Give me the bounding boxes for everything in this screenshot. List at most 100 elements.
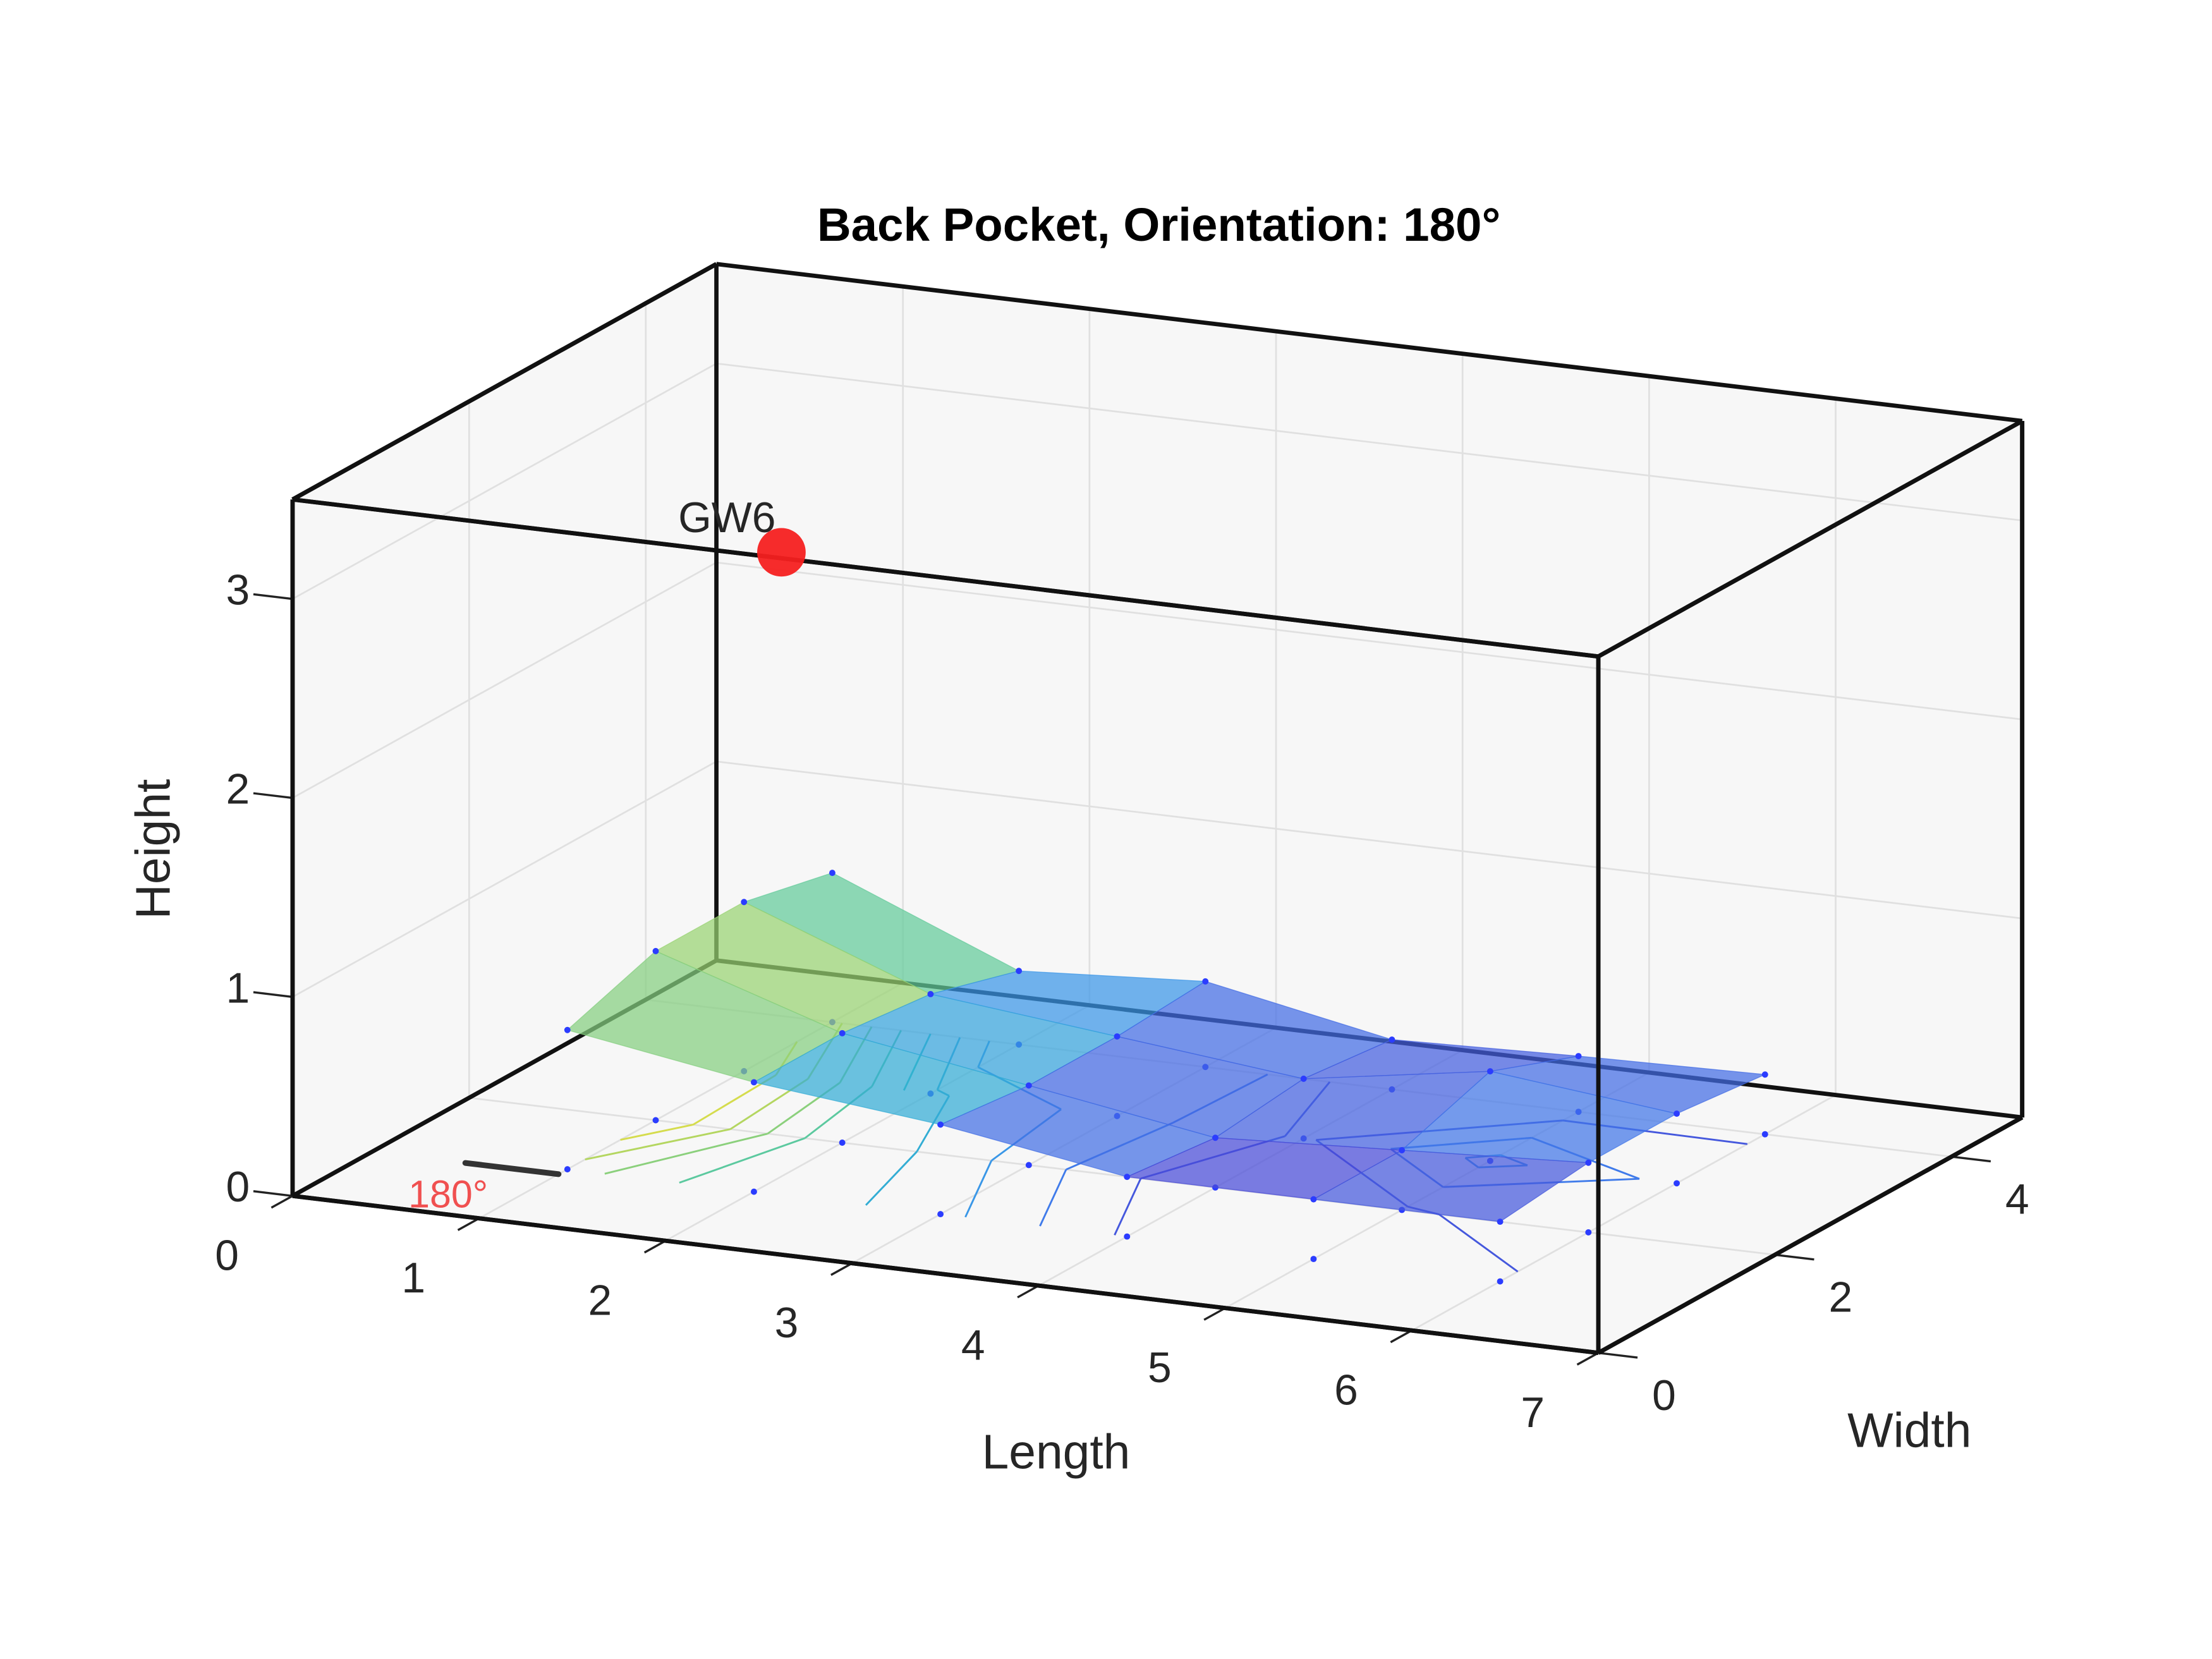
tick xyxy=(253,792,293,799)
tick-label: 2 xyxy=(226,765,250,813)
floor-point xyxy=(652,1117,659,1124)
surface-point xyxy=(1025,1082,1032,1089)
point-label: GW6 xyxy=(678,494,775,542)
tick-label: 6 xyxy=(1334,1366,1358,1414)
box-edge xyxy=(1597,419,2024,659)
tick-label: 0 xyxy=(215,1232,239,1280)
chart-title: Back Pocket, Orientation: 180° xyxy=(817,198,1500,251)
surface-point xyxy=(829,870,836,877)
box-edge xyxy=(292,1193,1599,1356)
tick-label: 1 xyxy=(401,1255,425,1302)
surface-point xyxy=(741,899,748,906)
pane xyxy=(716,264,2022,1118)
contour-line xyxy=(964,1194,977,1218)
surface-point xyxy=(1497,1218,1504,1225)
grid-line xyxy=(292,362,717,600)
grid-line xyxy=(716,561,2022,720)
surface-point xyxy=(1124,1174,1131,1181)
floor-point xyxy=(1124,1233,1131,1240)
surface-point xyxy=(1114,1033,1121,1040)
contour-line xyxy=(679,1137,806,1184)
tick-label: 2 xyxy=(588,1277,612,1324)
surface-point xyxy=(839,1030,846,1036)
tick-label: 3 xyxy=(226,567,250,614)
tick xyxy=(1017,1284,1040,1299)
contour-line xyxy=(604,1133,768,1175)
tick xyxy=(830,1262,853,1276)
floor-point xyxy=(839,1139,846,1146)
floor-point xyxy=(1025,1162,1032,1169)
contour-line xyxy=(620,1124,693,1141)
surface-point xyxy=(937,1121,944,1128)
tick xyxy=(1598,1351,1638,1359)
surface-point xyxy=(1486,1068,1493,1075)
contour-line xyxy=(1114,1178,1142,1236)
tick xyxy=(1576,1352,1599,1366)
tick xyxy=(270,1194,293,1209)
z-axis-label: Height xyxy=(127,779,181,920)
box-edge xyxy=(716,262,2023,423)
tick-label: 5 xyxy=(1148,1344,1172,1392)
contour-line xyxy=(585,1128,731,1161)
floor-point xyxy=(564,1166,571,1173)
floor-point xyxy=(1310,1256,1317,1263)
tick-label: 7 xyxy=(1521,1389,1545,1437)
tick xyxy=(253,593,293,600)
tick-label: 0 xyxy=(226,1164,250,1211)
box-edge xyxy=(291,262,718,502)
surface-point xyxy=(1300,1075,1307,1082)
tick-label: 3 xyxy=(775,1299,799,1347)
tick-label: 4 xyxy=(2005,1176,2029,1223)
contour-line xyxy=(975,1160,993,1195)
tick xyxy=(1951,1155,1991,1163)
grid-line xyxy=(716,362,2022,521)
surface-point xyxy=(927,990,934,997)
surface-point xyxy=(1212,1134,1218,1141)
labelled-point xyxy=(757,528,806,577)
floor-point xyxy=(1761,1131,1768,1138)
tick xyxy=(253,1190,293,1197)
y-axis-label: Width xyxy=(1847,1404,1971,1458)
surface-point xyxy=(1674,1110,1680,1117)
surface-point xyxy=(1016,968,1023,975)
tick xyxy=(1775,1253,1814,1261)
floor-point xyxy=(1585,1229,1592,1236)
tick xyxy=(457,1217,480,1231)
grid-line xyxy=(716,760,2022,920)
surface-point xyxy=(1310,1196,1317,1203)
floor-point xyxy=(1674,1180,1680,1187)
tick xyxy=(253,991,293,999)
tick xyxy=(1390,1329,1413,1344)
surface-point xyxy=(1202,978,1209,985)
tick xyxy=(1203,1307,1226,1321)
contour-line xyxy=(1438,1213,1519,1273)
tick-label: 2 xyxy=(1829,1274,1853,1322)
surface-point xyxy=(652,947,659,954)
tick-label: 1 xyxy=(226,964,250,1012)
floor-point xyxy=(1497,1278,1504,1285)
contour-line xyxy=(865,1151,918,1206)
box-edge xyxy=(292,497,1599,659)
surface-point xyxy=(750,1079,757,1086)
pane xyxy=(292,264,717,1196)
tick xyxy=(643,1239,667,1254)
orientation-arrow xyxy=(462,1160,562,1177)
contour-line xyxy=(1039,1169,1067,1227)
floor-point xyxy=(750,1188,757,1195)
grid-line xyxy=(292,760,717,998)
surface-point xyxy=(564,1026,571,1033)
grid-line xyxy=(469,1097,1775,1256)
surface-point xyxy=(1761,1071,1768,1078)
surface-point xyxy=(1585,1159,1592,1166)
floor-point xyxy=(937,1211,944,1218)
tick-label: 0 xyxy=(1652,1372,1676,1419)
surface-point xyxy=(1389,1036,1395,1043)
surface-point xyxy=(1575,1053,1582,1060)
tick-label: 4 xyxy=(961,1322,985,1369)
x-axis-label: Length xyxy=(982,1426,1131,1480)
grid-line xyxy=(292,561,717,799)
box-edge xyxy=(1597,1115,2024,1355)
orientation-label: 180° xyxy=(408,1172,488,1215)
